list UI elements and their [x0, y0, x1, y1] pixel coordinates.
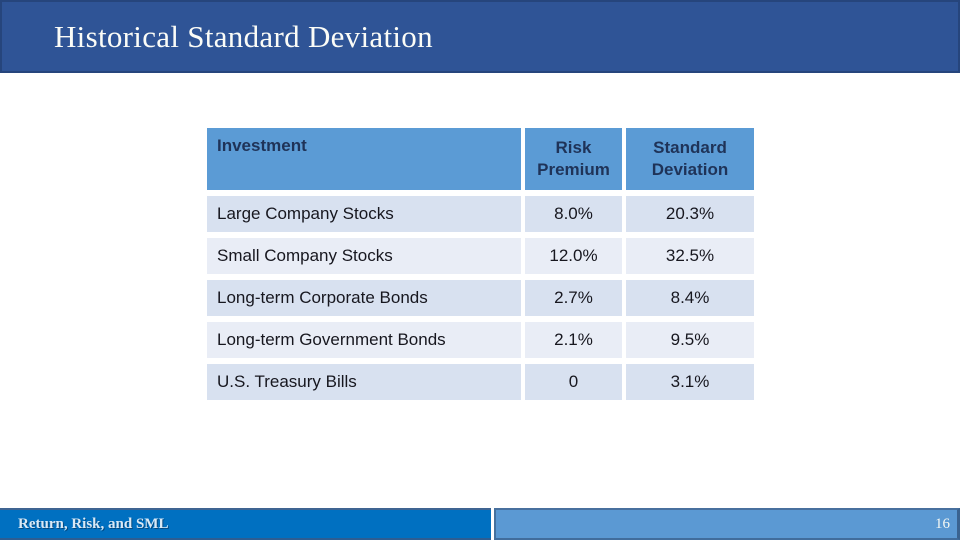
- investment-cell: Long-term Government Bonds: [207, 322, 521, 358]
- page-number: 16: [935, 515, 950, 532]
- risk-premium-cell: 8.0%: [525, 196, 622, 232]
- slide-title: Historical Standard Deviation: [54, 18, 433, 54]
- header-risk-premium: Risk Premium: [525, 128, 622, 190]
- table-row: Long-term Corporate Bonds 2.7% 8.4%: [207, 280, 754, 316]
- table-row: Long-term Government Bonds 2.1% 9.5%: [207, 322, 754, 358]
- table-row: Small Company Stocks 12.0% 32.5%: [207, 238, 754, 274]
- slide-title-bar: Historical Standard Deviation: [0, 0, 960, 73]
- investment-cell: Large Company Stocks: [207, 196, 521, 232]
- footer-section-label: Return, Risk, and SML: [18, 515, 169, 532]
- table-row: Large Company Stocks 8.0% 20.3%: [207, 196, 754, 232]
- historical-deviation-table: Investment Risk Premium Standard Deviati…: [203, 122, 758, 406]
- table-header-row: Investment Risk Premium Standard Deviati…: [207, 128, 754, 190]
- footer-section-bar: Return, Risk, and SML: [0, 508, 491, 540]
- standard-deviation-cell: 3.1%: [626, 364, 754, 400]
- standard-deviation-cell: 32.5%: [626, 238, 754, 274]
- risk-premium-cell: 0: [525, 364, 622, 400]
- header-investment: Investment: [207, 128, 521, 190]
- investment-cell: Long-term Corporate Bonds: [207, 280, 521, 316]
- table-row: U.S. Treasury Bills 0 3.1%: [207, 364, 754, 400]
- investment-cell: Small Company Stocks: [207, 238, 521, 274]
- footer-page-bar: 16: [494, 508, 960, 540]
- risk-premium-cell: 2.1%: [525, 322, 622, 358]
- investment-cell: U.S. Treasury Bills: [207, 364, 521, 400]
- standard-deviation-cell: 20.3%: [626, 196, 754, 232]
- standard-deviation-cell: 9.5%: [626, 322, 754, 358]
- risk-premium-cell: 12.0%: [525, 238, 622, 274]
- risk-premium-cell: 2.7%: [525, 280, 622, 316]
- header-standard-deviation: Standard Deviation: [626, 128, 754, 190]
- standard-deviation-cell: 8.4%: [626, 280, 754, 316]
